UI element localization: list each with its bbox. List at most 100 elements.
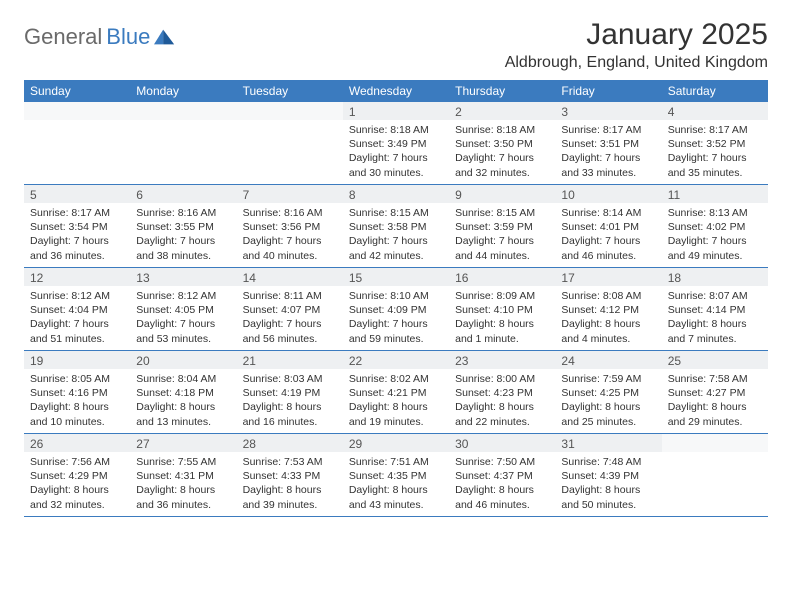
sunrise-text: Sunrise: 8:17 AM — [561, 123, 655, 137]
daylight-text: Daylight: 8 hours and 4 minutes. — [561, 317, 655, 345]
daylight-text: Daylight: 7 hours and 35 minutes. — [668, 151, 762, 179]
sunset-text: Sunset: 4:05 PM — [136, 303, 230, 317]
day-number: 1 — [343, 102, 449, 120]
sunset-text: Sunset: 3:50 PM — [455, 137, 549, 151]
day-number — [662, 434, 768, 452]
logo-text-general: General — [24, 24, 102, 50]
day-details: Sunrise: 8:15 AMSunset: 3:59 PMDaylight:… — [449, 203, 555, 267]
day-number: 8 — [343, 185, 449, 203]
sunrise-text: Sunrise: 7:59 AM — [561, 372, 655, 386]
day-details: Sunrise: 8:02 AMSunset: 4:21 PMDaylight:… — [343, 369, 449, 433]
sunrise-text: Sunrise: 8:09 AM — [455, 289, 549, 303]
calendar-day-cell — [237, 102, 343, 184]
day-number: 22 — [343, 351, 449, 369]
day-number — [130, 102, 236, 120]
sunset-text: Sunset: 4:21 PM — [349, 386, 443, 400]
page-header: GeneralBlue January 2025 Aldbrough, Engl… — [24, 18, 768, 72]
sunrise-text: Sunrise: 8:17 AM — [668, 123, 762, 137]
weekday-header: Sunday — [24, 80, 130, 102]
weekday-header-row: Sunday Monday Tuesday Wednesday Thursday… — [24, 80, 768, 102]
sunset-text: Sunset: 4:14 PM — [668, 303, 762, 317]
day-details: Sunrise: 8:18 AMSunset: 3:49 PMDaylight:… — [343, 120, 449, 184]
calendar-week-row: 19Sunrise: 8:05 AMSunset: 4:16 PMDayligh… — [24, 351, 768, 434]
daylight-text: Daylight: 7 hours and 44 minutes. — [455, 234, 549, 262]
sunset-text: Sunset: 4:09 PM — [349, 303, 443, 317]
daylight-text: Daylight: 8 hours and 22 minutes. — [455, 400, 549, 428]
day-details: Sunrise: 8:15 AMSunset: 3:58 PMDaylight:… — [343, 203, 449, 267]
daylight-text: Daylight: 8 hours and 25 minutes. — [561, 400, 655, 428]
daylight-text: Daylight: 7 hours and 53 minutes. — [136, 317, 230, 345]
day-number: 13 — [130, 268, 236, 286]
calendar-day-cell: 31Sunrise: 7:48 AMSunset: 4:39 PMDayligh… — [555, 434, 661, 516]
calendar-day-cell: 21Sunrise: 8:03 AMSunset: 4:19 PMDayligh… — [237, 351, 343, 433]
sunset-text: Sunset: 4:16 PM — [30, 386, 124, 400]
day-details — [24, 120, 130, 127]
daylight-text: Daylight: 8 hours and 29 minutes. — [668, 400, 762, 428]
sunrise-text: Sunrise: 7:48 AM — [561, 455, 655, 469]
day-details: Sunrise: 8:18 AMSunset: 3:50 PMDaylight:… — [449, 120, 555, 184]
day-details: Sunrise: 8:07 AMSunset: 4:14 PMDaylight:… — [662, 286, 768, 350]
day-number: 29 — [343, 434, 449, 452]
calendar-day-cell: 25Sunrise: 7:58 AMSunset: 4:27 PMDayligh… — [662, 351, 768, 433]
sunset-text: Sunset: 4:02 PM — [668, 220, 762, 234]
calendar-day-cell: 23 Sunrise: 8:00 AMSunset: 4:23 PMDayligh… — [449, 351, 555, 433]
month-title: January 2025 — [505, 18, 768, 52]
day-number: 12 — [24, 268, 130, 286]
daylight-text: Daylight: 7 hours and 38 minutes. — [136, 234, 230, 262]
day-number: 3 — [555, 102, 661, 120]
sunrise-text: Sunrise: 8:07 AM — [668, 289, 762, 303]
daylight-text: Daylight: 8 hours and 13 minutes. — [136, 400, 230, 428]
day-number: 2 — [449, 102, 555, 120]
daylight-text: Daylight: 7 hours and 56 minutes. — [243, 317, 337, 345]
sunrise-text: Sunrise: 8:04 AM — [136, 372, 230, 386]
sunset-text: Sunset: 4:25 PM — [561, 386, 655, 400]
day-number: 31 — [555, 434, 661, 452]
day-number: 25 — [662, 351, 768, 369]
calendar-day-cell: 19Sunrise: 8:05 AMSunset: 4:16 PMDayligh… — [24, 351, 130, 433]
calendar-day-cell: 28Sunrise: 7:53 AMSunset: 4:33 PMDayligh… — [237, 434, 343, 516]
sunset-text: Sunset: 4:23 PM — [455, 386, 549, 400]
logo-mark-icon — [154, 27, 176, 47]
calendar-day-cell: 18Sunrise: 8:07 AMSunset: 4:14 PMDayligh… — [662, 268, 768, 350]
daylight-text: Daylight: 7 hours and 51 minutes. — [30, 317, 124, 345]
day-details: Sunrise: 8:04 AMSunset: 4:18 PMDaylight:… — [130, 369, 236, 433]
calendar-day-cell: 8Sunrise: 8:15 AMSunset: 3:58 PMDaylight… — [343, 185, 449, 267]
day-details: Sunrise: 8:09 AMSunset: 4:10 PMDaylight:… — [449, 286, 555, 350]
sunrise-text: Sunrise: 8:17 AM — [30, 206, 124, 220]
day-details: Sunrise: 8:16 AMSunset: 3:56 PMDaylight:… — [237, 203, 343, 267]
sunset-text: Sunset: 4:01 PM — [561, 220, 655, 234]
daylight-text: Daylight: 7 hours and 32 minutes. — [455, 151, 549, 179]
calendar-day-cell: 27Sunrise: 7:55 AMSunset: 4:31 PMDayligh… — [130, 434, 236, 516]
calendar-week-row: 1Sunrise: 8:18 AMSunset: 3:49 PMDaylight… — [24, 102, 768, 185]
day-details: Sunrise: 8:17 AMSunset: 3:51 PMDaylight:… — [555, 120, 661, 184]
daylight-text: Daylight: 8 hours and 46 minutes. — [455, 483, 549, 511]
day-details: Sunrise: 7:58 AMSunset: 4:27 PMDaylight:… — [662, 369, 768, 433]
day-number: 19 — [24, 351, 130, 369]
sunset-text: Sunset: 4:19 PM — [243, 386, 337, 400]
sunrise-text: Sunrise: 8:16 AM — [243, 206, 337, 220]
daylight-text: Daylight: 7 hours and 30 minutes. — [349, 151, 443, 179]
sunrise-text: Sunrise: 7:56 AM — [30, 455, 124, 469]
calendar-page: GeneralBlue January 2025 Aldbrough, Engl… — [0, 0, 792, 527]
sunset-text: Sunset: 3:56 PM — [243, 220, 337, 234]
calendar-day-cell: 3Sunrise: 8:17 AMSunset: 3:51 PMDaylight… — [555, 102, 661, 184]
day-number: 23 — [449, 351, 555, 369]
sunset-text: Sunset: 3:52 PM — [668, 137, 762, 151]
location-subtitle: Aldbrough, England, United Kingdom — [505, 54, 768, 72]
daylight-text: Daylight: 8 hours and 19 minutes. — [349, 400, 443, 428]
sunrise-text: Sunrise: 8:18 AM — [349, 123, 443, 137]
daylight-text: Daylight: 7 hours and 33 minutes. — [561, 151, 655, 179]
sunrise-text: Sunrise: 8:15 AM — [349, 206, 443, 220]
daylight-text: Daylight: 7 hours and 49 minutes. — [668, 234, 762, 262]
sunset-text: Sunset: 4:12 PM — [561, 303, 655, 317]
calendar-day-cell: 30Sunrise: 7:50 AMSunset: 4:37 PMDayligh… — [449, 434, 555, 516]
day-details: Sunrise: 7:51 AMSunset: 4:35 PMDaylight:… — [343, 452, 449, 516]
sunrise-text: Sunrise: 8:00 AM — [455, 372, 549, 386]
weekday-header: Saturday — [662, 80, 768, 102]
daylight-text: Daylight: 8 hours and 7 minutes. — [668, 317, 762, 345]
logo: GeneralBlue — [24, 18, 176, 50]
logo-text-blue: Blue — [106, 24, 150, 50]
calendar-day-cell: 4Sunrise: 8:17 AMSunset: 3:52 PMDaylight… — [662, 102, 768, 184]
sunrise-text: Sunrise: 8:11 AM — [243, 289, 337, 303]
day-details: Sunrise: 8:13 AMSunset: 4:02 PMDaylight:… — [662, 203, 768, 267]
